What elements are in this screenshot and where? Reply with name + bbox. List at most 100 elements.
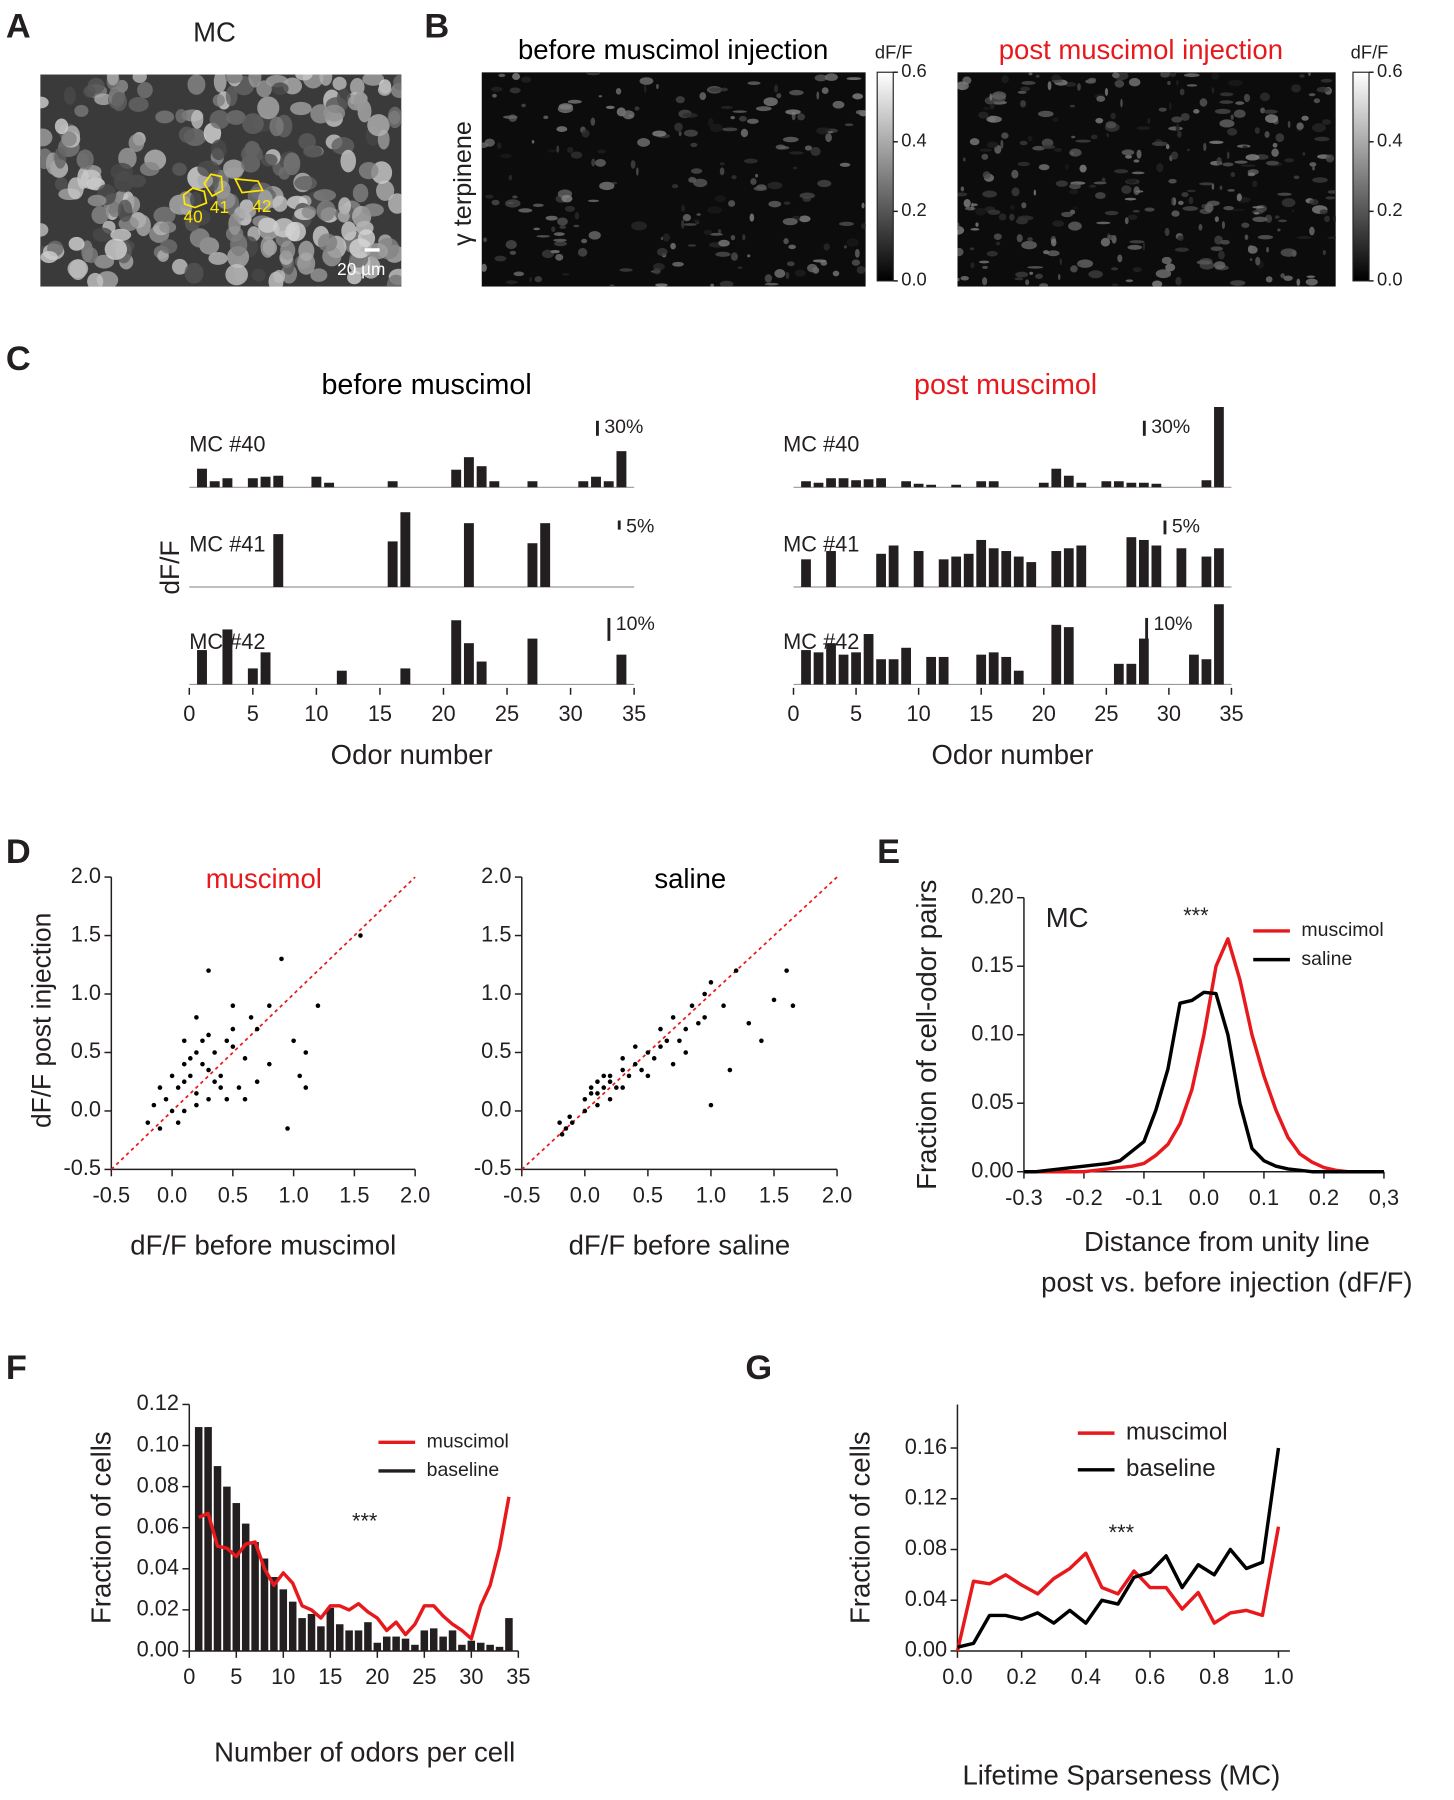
cell-body <box>1052 117 1059 122</box>
scatter-point <box>620 1056 625 1061</box>
cell-body <box>855 110 865 115</box>
panel-label: G <box>745 1349 772 1387</box>
cell-body <box>230 233 248 257</box>
bar <box>401 1638 410 1651</box>
cell-body <box>1308 93 1316 97</box>
cell-body <box>816 91 820 100</box>
colorbar <box>1352 71 1370 282</box>
x-tick-label: -0.5 <box>93 1183 131 1208</box>
cell-body <box>963 198 971 208</box>
cell-body <box>1043 250 1050 255</box>
bar <box>913 483 924 488</box>
scatter-point <box>632 1061 638 1067</box>
cell-body <box>978 260 990 264</box>
bar <box>311 476 322 488</box>
bar <box>400 668 411 685</box>
cell-body <box>768 200 782 208</box>
cell-body <box>564 205 575 212</box>
panel-label: F <box>6 1349 27 1387</box>
cell-body <box>1253 211 1260 215</box>
bar <box>863 634 874 685</box>
cell-body <box>280 240 296 260</box>
bar <box>938 656 949 685</box>
scatter-point <box>297 1073 302 1079</box>
cell-body <box>1061 211 1073 218</box>
bar <box>1013 556 1024 588</box>
cell-body <box>983 107 990 110</box>
scatter-point <box>702 991 707 997</box>
cell-body <box>636 167 639 176</box>
bar <box>591 476 601 488</box>
cell-body <box>1309 199 1319 206</box>
bar <box>476 466 487 488</box>
cell-body <box>672 261 684 267</box>
cell-body <box>1325 196 1336 200</box>
cell-body <box>1223 206 1234 211</box>
bar <box>247 478 258 488</box>
cell-body <box>1125 279 1134 283</box>
cell-body <box>1284 158 1295 163</box>
cell-body <box>681 219 685 229</box>
cell-body <box>159 239 178 254</box>
cell-body <box>719 162 725 166</box>
cell-body <box>1211 87 1215 94</box>
cell-body <box>153 206 176 225</box>
cell-body <box>1180 113 1190 121</box>
cell-body <box>730 116 735 120</box>
cell-body <box>387 106 402 129</box>
cell-body <box>1213 261 1226 270</box>
cell-body <box>1142 241 1146 251</box>
cell-body <box>347 270 362 285</box>
cell-body <box>960 186 965 192</box>
cell-body <box>1240 164 1256 167</box>
bar <box>223 1486 231 1651</box>
cell-body <box>1051 79 1064 83</box>
cell-body <box>1291 84 1301 93</box>
scatter-point <box>194 1091 199 1096</box>
cell-body <box>521 76 532 83</box>
cell-body <box>1283 275 1293 281</box>
x-tick-label: 0,3 <box>1369 1185 1399 1210</box>
cell-body <box>1038 110 1054 118</box>
cell-body <box>1125 154 1133 159</box>
scatter-point <box>677 1038 682 1044</box>
scatter-point <box>595 1091 600 1096</box>
cell-body <box>1053 147 1063 153</box>
cell-body <box>54 146 67 169</box>
cell-body <box>61 131 77 147</box>
cell-body <box>555 253 564 261</box>
y-axis-label: Fraction of cells <box>86 1431 117 1624</box>
bar <box>801 650 811 685</box>
scatter-point <box>620 1085 625 1090</box>
cell-body <box>357 229 376 248</box>
cell-body <box>313 189 337 202</box>
cell-body <box>1059 258 1062 266</box>
x-axis-label: Number of odors per cell <box>214 1736 515 1767</box>
cell-body <box>1291 209 1295 213</box>
x-tick-label: 0.8 <box>1199 1664 1229 1689</box>
scale-bar-label: 5% <box>1172 516 1200 538</box>
cell-body <box>969 247 975 251</box>
cell-body <box>783 201 791 205</box>
cell-body <box>1156 163 1164 173</box>
cell-body <box>814 74 828 82</box>
series-line <box>1023 990 1384 1174</box>
cell-body <box>1324 215 1330 223</box>
cell-body <box>543 115 549 120</box>
cell-body <box>498 73 506 78</box>
cell-body <box>1017 90 1027 94</box>
cell-body <box>675 96 685 104</box>
bar <box>451 620 462 685</box>
cell-body <box>719 87 729 92</box>
cell-body <box>827 130 834 134</box>
cell-body <box>1104 87 1109 96</box>
cell-body <box>367 114 390 137</box>
cell-body <box>1233 109 1246 118</box>
cell-body <box>481 263 487 272</box>
cell-body <box>1230 171 1236 178</box>
scatter-point <box>212 1050 217 1055</box>
cell-body <box>1017 161 1030 167</box>
scatter-point <box>224 1096 230 1102</box>
scatter-point <box>733 968 739 973</box>
